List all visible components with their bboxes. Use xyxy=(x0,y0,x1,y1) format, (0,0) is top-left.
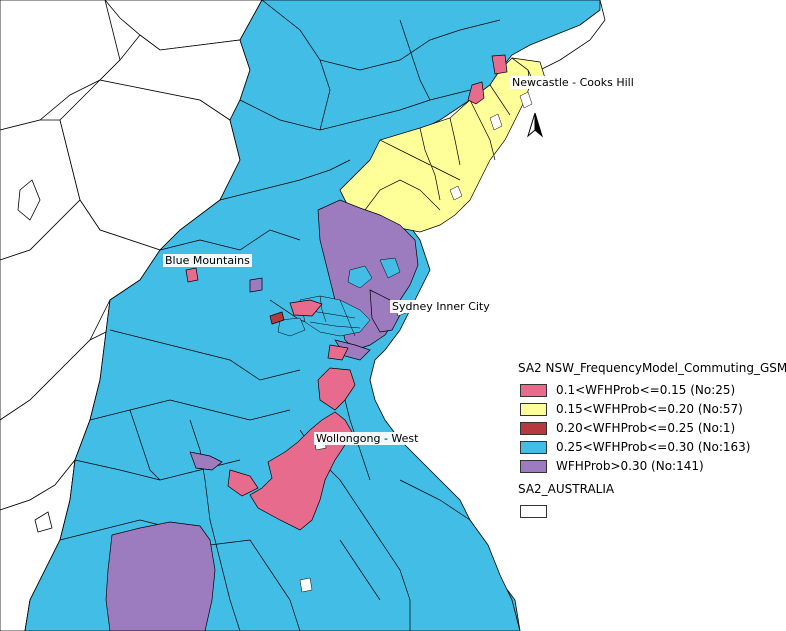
north-arrow-icon xyxy=(527,112,543,138)
legend-item-base xyxy=(518,502,780,521)
map-legend: SA2 NSW_FrequencyModel_Commuting_GSMA 0.… xyxy=(518,361,786,521)
legend-base-title: SA2_AUSTRALIA xyxy=(518,482,615,496)
sydney-mesh xyxy=(277,257,401,337)
legend-item-label: WFHProb>0.30 (No:141) xyxy=(556,459,704,473)
base-boundaries xyxy=(0,0,263,631)
legend-item-label: 0.1<WFHProb<=0.15 (No:25) xyxy=(556,383,736,397)
label-newcastle: Newcastle - Cooks Hill xyxy=(510,76,636,89)
label-wollongong: Wollongong - West xyxy=(314,432,421,445)
legend-swatch xyxy=(520,460,547,473)
legend-item-label: 0.20<WFHProb<=0.25 (No:1) xyxy=(556,421,736,435)
legend-swatch xyxy=(520,384,547,397)
legend-item-darkred: 0.20<WFHProb<=0.25 (No:1) xyxy=(518,419,780,438)
label-blue-mountains: Blue Mountains xyxy=(163,254,252,267)
legend-item-blue: 0.25<WFHProb<=0.30 (No:163) xyxy=(518,438,780,457)
legend-item-label: 0.15<WFHProb<=0.20 (No:57) xyxy=(556,402,743,416)
legend-title: SA2 NSW_FrequencyModel_Commuting_GSMA xyxy=(518,361,786,375)
legend-swatch xyxy=(520,403,547,416)
legend-swatch xyxy=(520,422,547,435)
legend-swatch xyxy=(520,505,547,518)
label-sydney: Sydney Inner City xyxy=(390,300,492,313)
legend-item-label: 0.25<WFHProb<=0.30 (No:163) xyxy=(556,440,751,454)
legend-swatch xyxy=(520,441,547,454)
legend-item-yellow: 0.15<WFHProb<=0.20 (No:57) xyxy=(518,400,780,419)
legend-item-pink: 0.1<WFHProb<=0.15 (No:25) xyxy=(518,381,780,400)
legend-item-purple: WFHProb>0.30 (No:141) xyxy=(518,457,780,476)
region-yellow xyxy=(339,57,546,233)
region-darkred xyxy=(269,311,285,325)
